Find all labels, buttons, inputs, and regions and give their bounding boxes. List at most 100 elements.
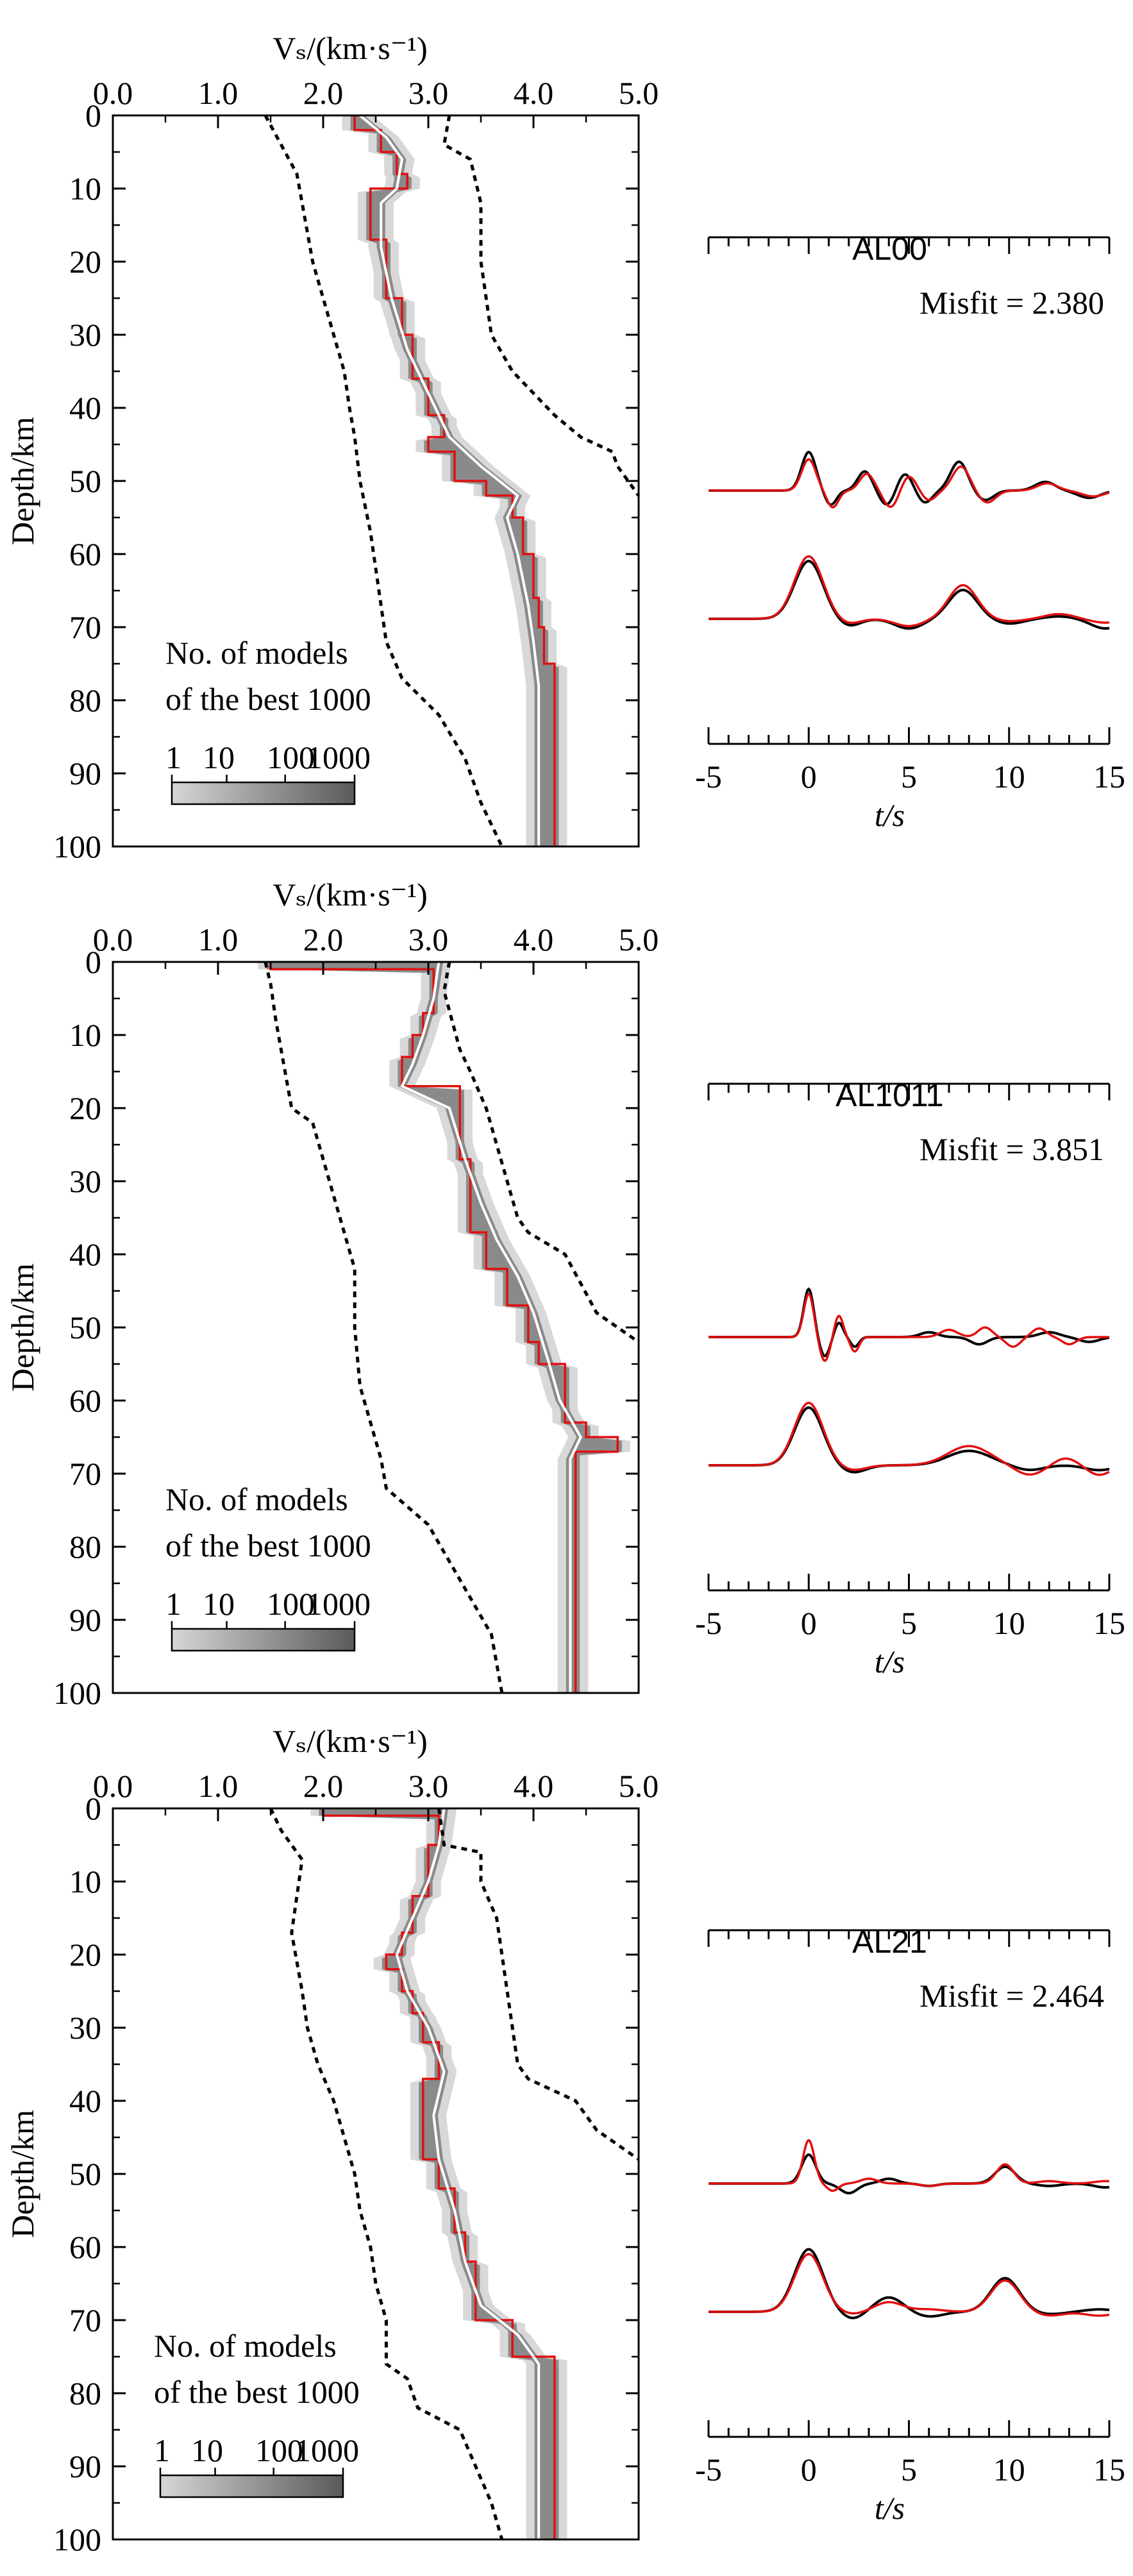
legend-tick-label: 100 (267, 1586, 315, 1622)
y-tick-label: 70 (69, 2302, 101, 2338)
y-tick-label: 10 (69, 1864, 101, 1899)
y-tick-label: 80 (69, 2375, 101, 2411)
upper-bound-line (442, 115, 641, 497)
legend-line-2: of the best 1000 (154, 2374, 360, 2410)
legend-colorbar (171, 1628, 356, 1652)
time-tick-label: -5 (695, 2452, 722, 2488)
time-tick-label: 5 (901, 1605, 917, 1641)
time-tick-label: 0 (801, 759, 817, 795)
misfit-label: Misfit = 2.464 (919, 1978, 1104, 2014)
legend-tick-label: 100 (255, 2432, 303, 2468)
y-tick-label: 20 (69, 1937, 101, 1973)
synthetic-waveform (709, 1401, 1110, 1476)
y-tick-label: 50 (69, 1309, 101, 1345)
y-tick-label: 80 (69, 682, 101, 718)
upper-bound-line (437, 1808, 640, 2161)
observed-waveform (709, 1406, 1110, 1474)
legend-line-2: of the best 1000 (165, 1528, 371, 1563)
time-tick-label: -5 (695, 1605, 722, 1641)
y-tick-label: 50 (69, 463, 101, 499)
time-tick-label: 15 (1093, 1605, 1125, 1641)
time-axis-title: t/s (875, 2490, 905, 2526)
observed-waveform (709, 450, 1110, 507)
vs-axis-title: Vₛ/(km·s⁻¹) (273, 1723, 428, 1759)
y-tick-label: 30 (69, 317, 101, 353)
legend-tick-label: 1 (165, 739, 181, 775)
y-tick-label: 70 (69, 1456, 101, 1492)
waveform-panel: AL1011 Misfit = 3.851 -5 0 5 10 15 t/s (695, 1077, 1125, 1679)
legend-tick-label: 100 (267, 739, 315, 775)
x-tick-label: 2.0 (303, 922, 344, 957)
best-model-line (322, 1808, 556, 2539)
time-tick-label: 10 (993, 2452, 1025, 2488)
x-tick-label: 5.0 (619, 922, 659, 957)
y-tick-label: 100 (53, 2521, 101, 2557)
x-tick-label: 0.0 (93, 922, 133, 957)
lower-bound-line (264, 114, 504, 848)
lower-bound-line (269, 1807, 504, 2540)
y-tick-label: 40 (69, 2083, 101, 2119)
observed-waveform (709, 1287, 1110, 1358)
y-tick-label: 0 (85, 97, 101, 133)
velocity-plot (269, 1807, 640, 2540)
time-tick-label: 15 (1093, 2452, 1125, 2488)
velocity-plot (264, 114, 641, 848)
waveform-panel: AL21 Misfit = 2.464 -5 0 5 10 15 t/s (695, 1924, 1125, 2526)
y-tick-label: 90 (69, 755, 101, 791)
time-tick-label: 5 (901, 759, 917, 795)
x-tick-label: 5.0 (619, 75, 659, 111)
legend-tick-label: 1 (165, 1586, 181, 1622)
y-tick-label: 20 (69, 1090, 101, 1126)
legend-line-1: No. of models (165, 1481, 348, 1517)
x-tick-label: 2.0 (303, 1768, 344, 1804)
panel-AL00: 0.0 1.0 2.0 3.0 4.0 5.0Vₛ/(km·s⁻¹)01020304050… (4, 30, 1125, 864)
depth-axis-title: Depth/km (4, 417, 40, 545)
time-tick-label: 10 (993, 759, 1025, 795)
y-tick-label: 40 (69, 1236, 101, 1272)
x-tick-label: 5.0 (619, 1768, 659, 1804)
y-tick-label: 40 (69, 390, 101, 426)
legend-tick-label: 1000 (306, 1586, 371, 1622)
y-tick-label: 30 (69, 2010, 101, 2046)
time-axis-title: t/s (875, 1644, 905, 1679)
time-tick-label: 0 (801, 1605, 817, 1641)
time-tick-label: 15 (1093, 759, 1125, 795)
vs-axis-title: Vₛ/(km·s⁻¹) (273, 877, 428, 913)
legend-tick-label: 10 (203, 739, 235, 775)
y-tick-label: 60 (69, 2229, 101, 2265)
y-tick-label: 0 (85, 1790, 101, 1826)
legend-tick-label: 10 (191, 2432, 223, 2468)
x-tick-label: 1.0 (198, 75, 239, 111)
time-tick-label: -5 (695, 759, 722, 795)
lower-bound-line (264, 961, 504, 1694)
x-tick-label: 3.0 (408, 1768, 449, 1804)
y-tick-label: 100 (53, 829, 101, 864)
x-tick-label: 3.0 (408, 75, 449, 111)
x-tick-label: 1.0 (198, 1768, 239, 1804)
x-tick-label: 0.0 (93, 1768, 133, 1804)
depth-axis-title: Depth/km (4, 2110, 40, 2238)
mean-model-line (400, 961, 583, 1693)
time-tick-label: 0 (801, 2452, 817, 2488)
y-tick-label: 10 (69, 1017, 101, 1053)
legend-tick-label: 10 (203, 1586, 235, 1622)
mean-model-line (395, 1808, 541, 2539)
x-tick-label: 0.0 (93, 75, 133, 111)
waveform-panel: AL00 Misfit = 2.380 -5 0 5 10 15 t/s (695, 231, 1125, 833)
y-tick-label: 30 (69, 1163, 101, 1199)
legend-tick-label: 1000 (295, 2432, 359, 2468)
legend-line-1: No. of models (165, 635, 348, 671)
y-tick-label: 90 (69, 2448, 101, 2484)
y-tick-label: 70 (69, 609, 101, 645)
legend-colorbar (159, 2474, 344, 2498)
legend-line-1: No. of models (154, 2328, 337, 2364)
time-tick-label: 10 (993, 1605, 1025, 1641)
vs-axis-title: Vₛ/(km·s⁻¹) (273, 30, 428, 66)
x-tick-label: 2.0 (303, 75, 344, 111)
station-label: AL21 (852, 1924, 927, 1960)
ensemble-spread-outer (258, 962, 630, 1693)
